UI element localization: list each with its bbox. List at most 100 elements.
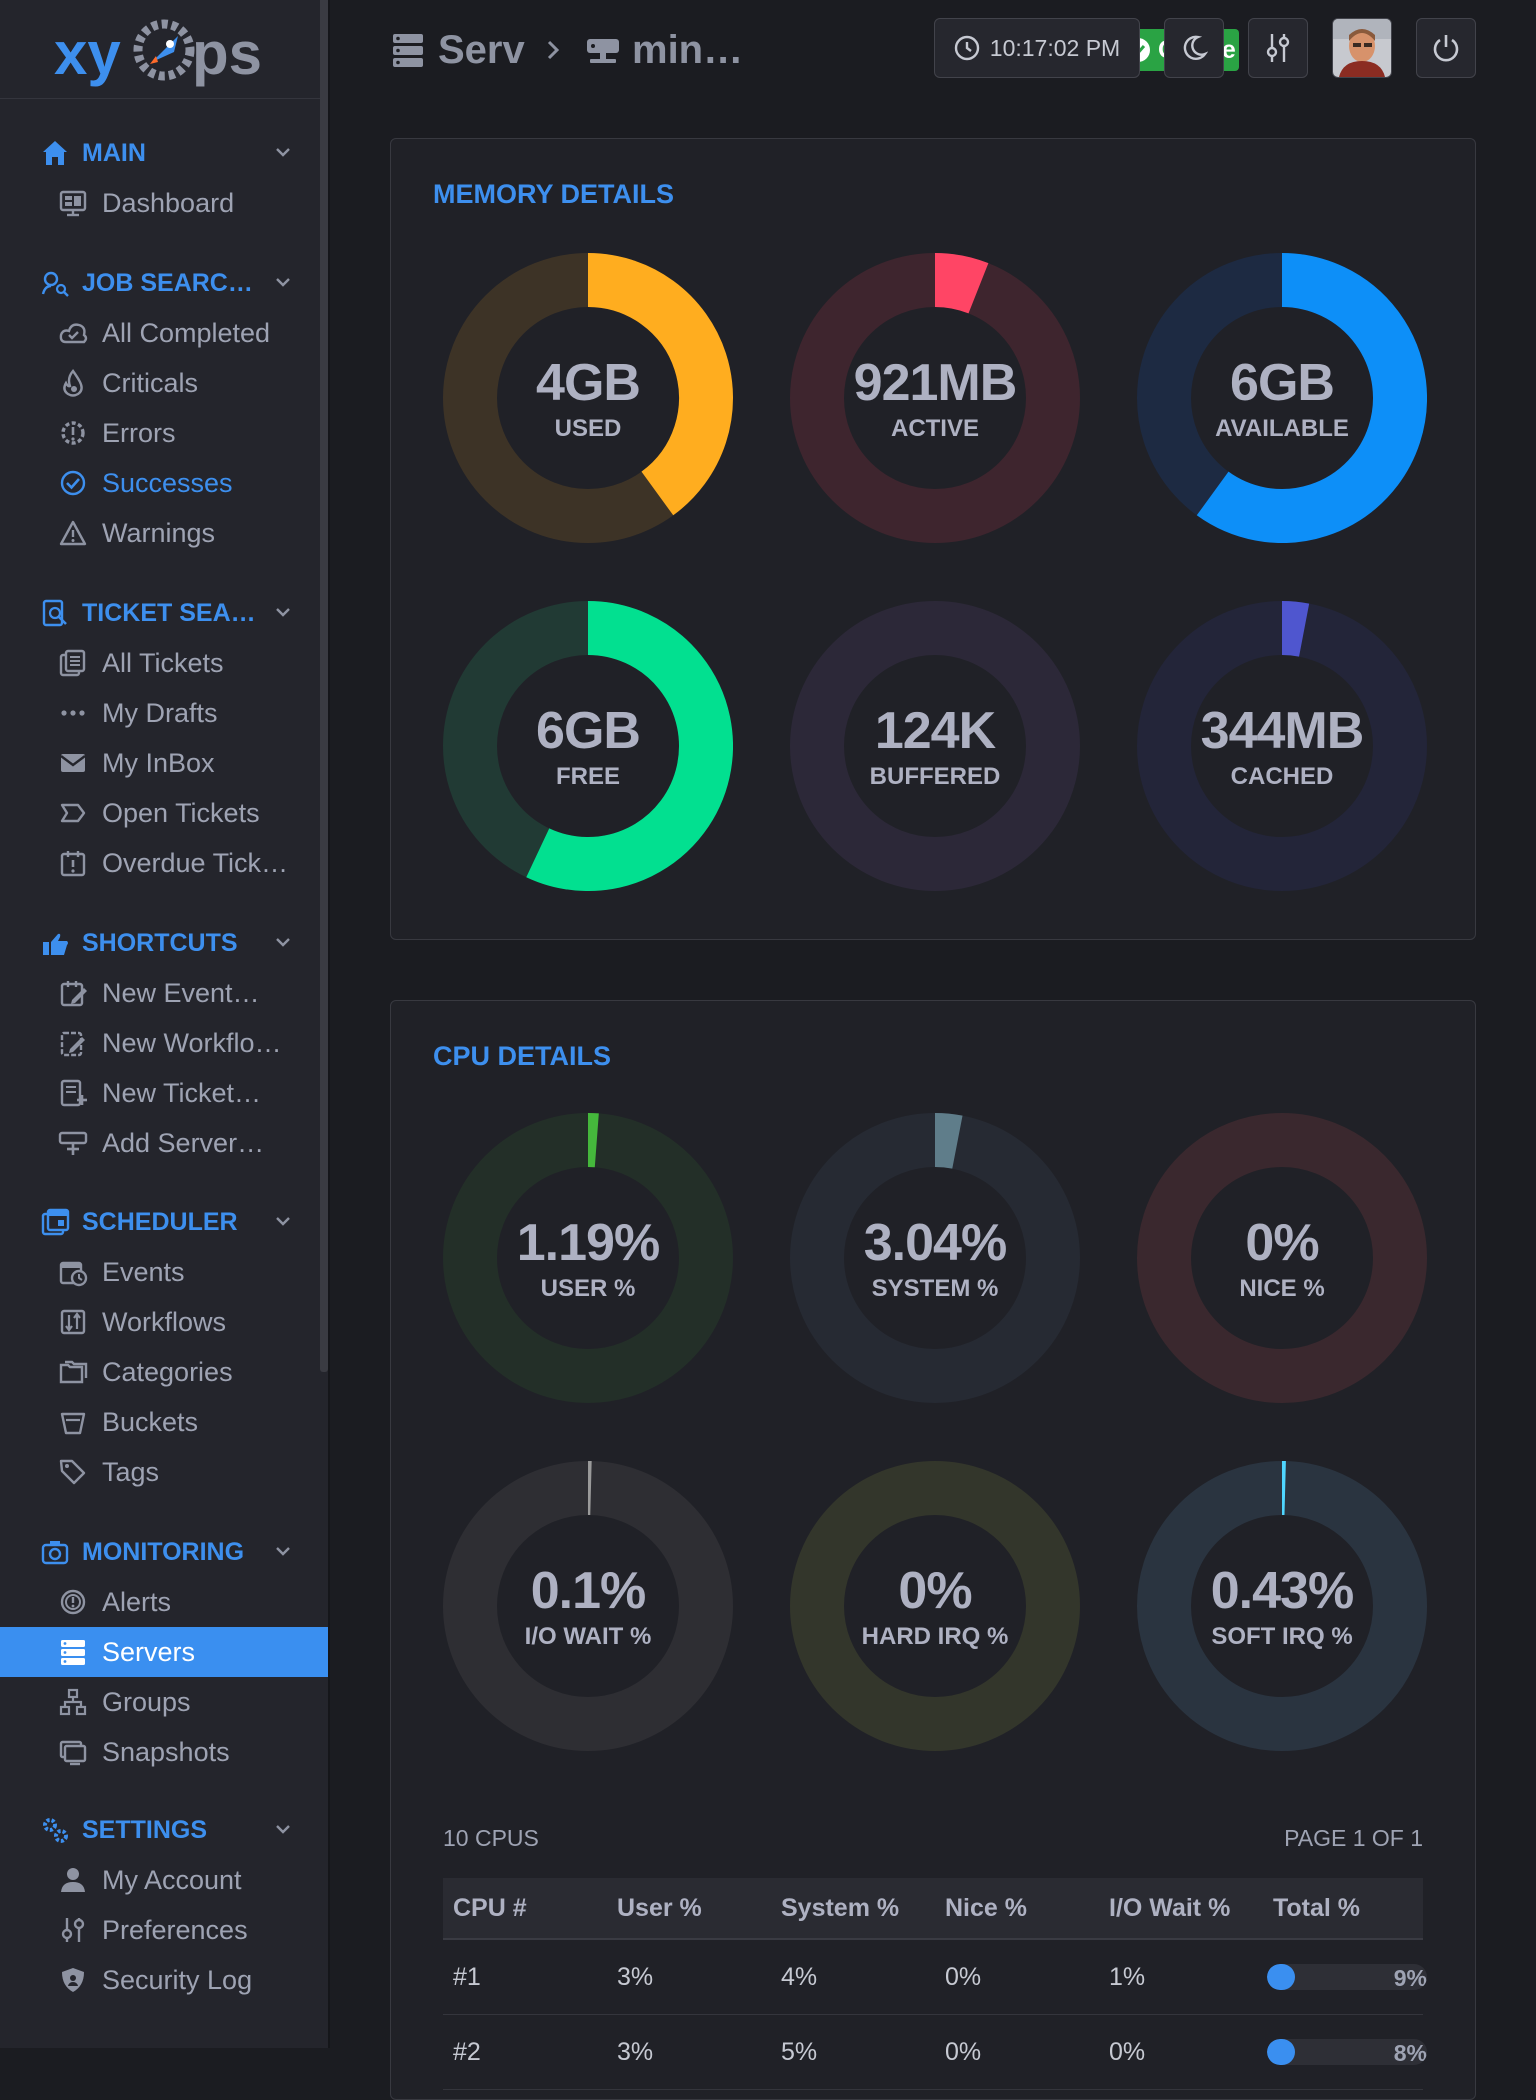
chevron-down-icon[interactable] [272,931,294,953]
nav-header-job-search[interactable]: JOB SEARC… [0,258,328,308]
donut-label: ACTIVE [790,415,1080,443]
preferences-button[interactable] [1248,18,1308,78]
column-header[interactable]: User % [617,1878,702,1938]
donut-value: 344MB [1137,701,1427,761]
dashboard-icon [58,188,88,218]
avatar[interactable] [1332,18,1392,78]
nav-header-shortcuts[interactable]: SHORTCUTS [0,918,328,968]
user-icon [58,1865,88,1895]
sidebar-item-workflows[interactable]: Workflows [0,1297,328,1347]
sidebar-item-label: Snapshots [102,1737,230,1768]
sidebar-item-my-inbox[interactable]: My InBox [0,738,328,788]
column-header[interactable]: Nice % [945,1878,1027,1938]
sidebar-item-dashboard[interactable]: Dashboard [0,178,328,228]
sidebar-item-all-tickets[interactable]: All Tickets [0,638,328,688]
sidebar-item-preferences[interactable]: Preferences [0,1905,328,1955]
chevron-down-icon[interactable] [272,1540,294,1562]
sliders-icon [1264,32,1292,64]
table-cell: 0% [945,2015,981,2089]
sidebar-item-successes[interactable]: Successes [0,458,328,508]
chevron-down-icon[interactable] [272,141,294,163]
sidebar-item-all-completed[interactable]: All Completed [0,308,328,358]
breadcrumb-servers[interactable]: Serv [392,22,525,78]
sidebar-item-overdue-tick[interactable]: Overdue Tick… [0,838,328,888]
sidebar-item-label: Servers [102,1637,195,1668]
chevron-down-icon[interactable] [272,1210,294,1232]
sidebar-item-snapshots[interactable]: Snapshots [0,1727,328,1777]
chevron-down-icon[interactable] [272,271,294,293]
cpu-details-panel: CPU DETAILS 1.19%USER %3.04%SYSTEM %0%NI… [390,1000,1476,2100]
job-search-icon [40,268,70,298]
sidebar-item-servers[interactable]: Servers [0,1627,328,1677]
donut-value: 0% [1137,1213,1427,1273]
alert-circle-icon [58,1587,88,1617]
theme-toggle-button[interactable] [1164,18,1224,78]
bucket-icon [58,1407,88,1437]
sidebar-item-security-log[interactable]: Security Log [0,1955,328,2005]
sidebar-item-alerts[interactable]: Alerts [0,1577,328,1627]
sidebar-item-groups[interactable]: Groups [0,1677,328,1727]
sidebar-item-label: Dashboard [102,188,234,219]
sidebar-item-new-event[interactable]: New Event… [0,968,328,1018]
donut-label: SYSTEM % [790,1275,1080,1303]
donut-value: 6GB [443,701,733,761]
nav-header-label: MONITORING [82,1538,244,1567]
logout-button[interactable] [1416,18,1476,78]
svg-text:ps: ps [192,20,262,87]
nav-header-scheduler[interactable]: SCHEDULER [0,1197,328,1247]
nav-header-label: MAIN [82,139,146,168]
clock-icon [954,35,980,61]
donut-value: 6GB [1137,353,1427,413]
sidebar-item-open-tickets[interactable]: Open Tickets [0,788,328,838]
column-header[interactable]: I/O Wait % [1109,1878,1230,1938]
breadcrumb-server[interactable]: min… [586,22,743,78]
sidebar-item-events[interactable]: Events [0,1247,328,1297]
sidebar-item-new-ticket[interactable]: New Ticket… [0,1068,328,1118]
nav-header-monitoring[interactable]: MONITORING [0,1527,328,1577]
donut-label: USED [443,415,733,443]
nav-header-ticket-search[interactable]: TICKET SEA… [0,588,328,638]
sidebar-item-my-account[interactable]: My Account [0,1855,328,1905]
nav-header-main[interactable]: MAIN [0,128,328,178]
warning-triangle-icon [58,518,88,548]
sidebar-item-label: My Drafts [102,698,218,729]
sidebar-item-my-drafts[interactable]: My Drafts [0,688,328,738]
donut-value-arc [935,280,978,288]
column-header[interactable]: CPU # [453,1878,527,1938]
sidebar-item-label: Open Tickets [102,798,260,829]
sidebar-scrollbar[interactable] [320,0,328,1372]
sidebar-item-warnings[interactable]: Warnings [0,508,328,558]
table-cell: 4% [781,1940,817,2014]
pagination-label: PAGE 1 OF 1 [1271,1825,1423,1852]
sidebar-item-tags[interactable]: Tags [0,1447,328,1497]
sidebar-item-add-server[interactable]: Add Server… [0,1118,328,1168]
servers-icon [58,1637,88,1667]
moon-icon [1180,34,1208,62]
cpu-count-label: 10 CPUS [443,1825,539,1852]
breadcrumb-servers-label: Serv [438,28,525,73]
ticket-search-icon [40,598,70,628]
sidebar-item-label: My InBox [102,748,215,779]
sidebar-item-label: Overdue Tick… [102,848,288,879]
donut-label: FREE [443,763,733,791]
clock-display[interactable]: 10:17:02 PM [934,18,1140,78]
donut-value: 4GB [443,353,733,413]
nav-header-settings[interactable]: SETTINGS [0,1805,328,1855]
camera-icon [40,1537,70,1567]
sidebar-item-categories[interactable]: Categories [0,1347,328,1397]
sidebar-item-buckets[interactable]: Buckets [0,1397,328,1447]
logo[interactable]: xy ps [0,0,328,99]
chevron-down-icon[interactable] [272,1818,294,1840]
workflow-icon [58,1307,88,1337]
sidebar-item-criticals[interactable]: Criticals [0,358,328,408]
column-header[interactable]: Total % [1273,1878,1360,1938]
sidebar-item-errors[interactable]: Errors [0,408,328,458]
sidebar-item-new-workflo[interactable]: New Workflo… [0,1018,328,1068]
column-header[interactable]: System % [781,1878,899,1938]
chevron-down-icon[interactable] [272,601,294,623]
table-cell: 0% [945,1940,981,2014]
